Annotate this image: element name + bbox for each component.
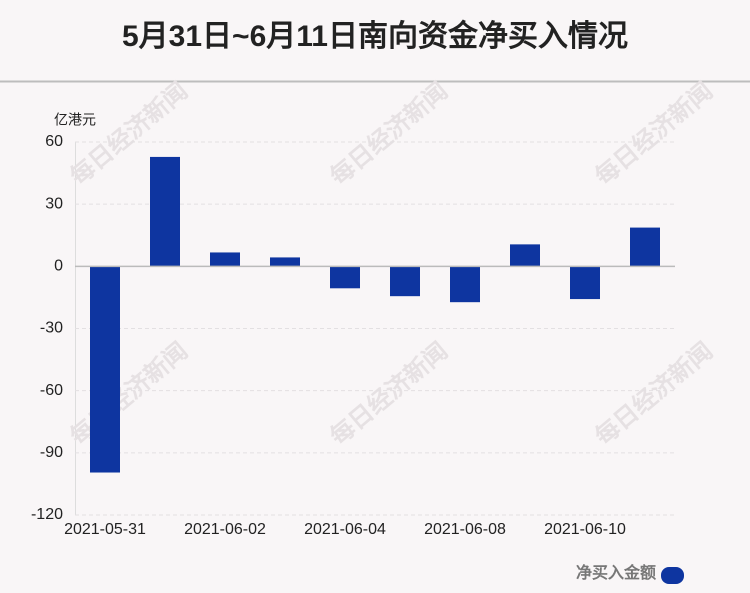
y-tick-label: -90 <box>40 444 63 461</box>
y-tick-label: -60 <box>40 382 63 399</box>
x-tick-label: 2021-06-08 <box>424 521 506 538</box>
y-tick-label: -30 <box>40 320 63 337</box>
x-tick-label: 2021-06-10 <box>544 521 626 538</box>
bar <box>510 244 540 267</box>
bar <box>450 266 480 303</box>
y-tick-label: 60 <box>45 133 63 150</box>
legend-swatch <box>661 567 684 584</box>
y-tick-label: -120 <box>31 506 63 523</box>
y-axis-unit: 亿港元 <box>54 112 96 128</box>
chart-title: 5月31日~6月11日南向资金净买入情况 <box>122 19 628 53</box>
y-tick-label: 0 <box>54 258 63 275</box>
x-tick-label: 2021-06-04 <box>304 521 386 538</box>
bar <box>90 266 120 473</box>
legend-label: 净买入金额 <box>576 563 656 582</box>
bar <box>270 257 300 267</box>
bar <box>630 227 660 267</box>
y-tick-label: 30 <box>45 195 63 212</box>
bar <box>390 266 420 297</box>
bar <box>570 266 600 300</box>
bar <box>330 266 360 289</box>
x-tick-label: 2021-05-31 <box>64 521 146 538</box>
bar <box>210 252 240 267</box>
bar <box>150 156 180 267</box>
x-tick-label: 2021-06-02 <box>184 521 266 538</box>
